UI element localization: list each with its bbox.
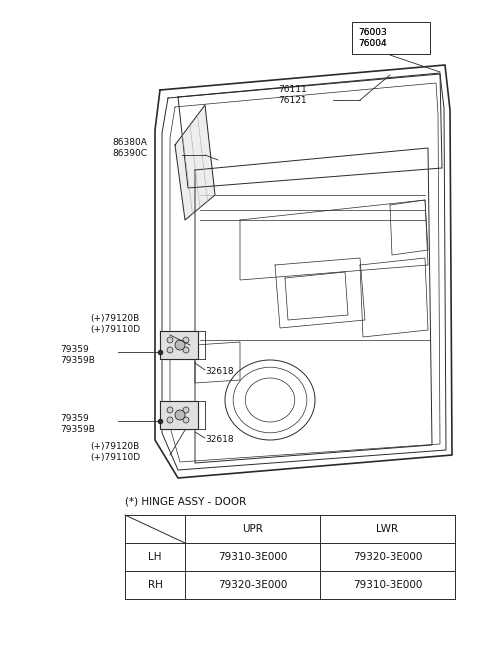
Circle shape — [167, 347, 173, 353]
Text: LWR: LWR — [376, 524, 398, 534]
Text: (+)79120B
(+)79110D: (+)79120B (+)79110D — [90, 442, 140, 462]
Circle shape — [183, 417, 189, 423]
Circle shape — [183, 337, 189, 343]
Text: 86380A
86390C: 86380A 86390C — [112, 138, 147, 158]
Circle shape — [175, 410, 185, 420]
Text: 79310-3E000: 79310-3E000 — [353, 580, 422, 590]
Text: (*) HINGE ASSY - DOOR: (*) HINGE ASSY - DOOR — [125, 497, 246, 507]
Bar — [352, 22, 430, 54]
Text: 76003
76004: 76003 76004 — [358, 28, 387, 48]
Text: 32618: 32618 — [205, 436, 234, 445]
Text: 76111
76121: 76111 76121 — [278, 85, 307, 105]
Circle shape — [167, 407, 173, 413]
Text: RH: RH — [147, 580, 162, 590]
Circle shape — [175, 340, 185, 350]
Polygon shape — [160, 331, 198, 359]
Text: 79310-3E000: 79310-3E000 — [218, 552, 287, 562]
Circle shape — [167, 337, 173, 343]
Text: 79359
79359B: 79359 79359B — [60, 414, 95, 434]
Text: LH: LH — [148, 552, 162, 562]
Text: 76003
76004: 76003 76004 — [358, 28, 387, 48]
Polygon shape — [160, 401, 198, 429]
Text: UPR: UPR — [242, 524, 263, 534]
Circle shape — [167, 417, 173, 423]
Text: 79320-3E000: 79320-3E000 — [353, 552, 422, 562]
Text: (+)79120B
(+)79110D: (+)79120B (+)79110D — [90, 314, 140, 334]
Text: 79320-3E000: 79320-3E000 — [218, 580, 287, 590]
Text: 32618: 32618 — [205, 367, 234, 377]
Polygon shape — [175, 105, 215, 220]
Circle shape — [183, 347, 189, 353]
Text: 79359
79359B: 79359 79359B — [60, 345, 95, 365]
Circle shape — [183, 407, 189, 413]
